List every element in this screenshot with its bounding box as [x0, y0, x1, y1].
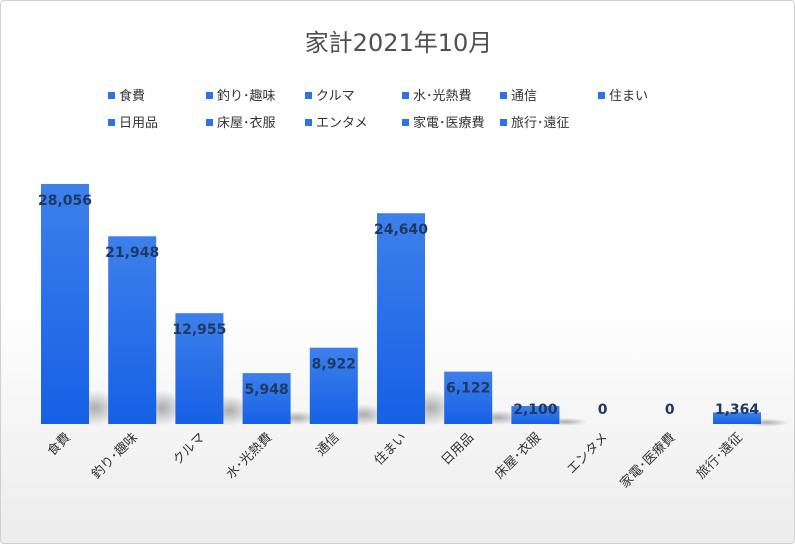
- legend-label: 床屋･衣服: [217, 116, 276, 131]
- data-label: 12,955: [172, 322, 226, 338]
- legend-label: 水･光熱費: [413, 89, 472, 104]
- data-label: 24,640: [374, 222, 428, 238]
- bar: [713, 412, 761, 424]
- legend-swatch: [500, 92, 507, 99]
- legend-item: 家電･医療費: [402, 115, 485, 133]
- legend-label: 家電･医療費: [413, 116, 485, 131]
- legend-item: 住まい: [598, 88, 648, 106]
- legend-item: 釣り･趣味: [206, 88, 276, 106]
- legend-label: 通信: [511, 89, 538, 104]
- bar: [511, 406, 560, 424]
- legend-item: 旅行･遠征: [500, 115, 570, 133]
- category-label: 水･光熱費: [223, 430, 275, 482]
- legend-swatch: [305, 119, 312, 126]
- legend-label: 食費: [119, 89, 146, 104]
- legend-swatch: [402, 92, 409, 99]
- bar: [175, 313, 224, 424]
- data-label: 5,948: [244, 382, 288, 398]
- category-label: 食費: [44, 430, 74, 460]
- category-label: エンタメ: [564, 430, 611, 477]
- data-label: 28,056: [38, 193, 92, 209]
- category-label: 通信: [314, 430, 343, 459]
- legend-item: 水･光熱費: [402, 88, 472, 106]
- legend-label: 釣り･趣味: [217, 89, 276, 104]
- legend-item: クルマ: [305, 88, 355, 106]
- legend-item: 床屋･衣服: [206, 115, 276, 133]
- bar: [41, 184, 89, 424]
- legend-label: エンタメ: [316, 116, 368, 131]
- category-label: 釣り･趣味: [88, 430, 141, 483]
- legend-item: 日用品: [108, 115, 158, 133]
- data-label: 1,364: [715, 402, 760, 418]
- data-label: 2,100: [513, 402, 558, 418]
- category-label: 住まい: [372, 430, 410, 468]
- category-label: 床屋･衣服: [492, 430, 545, 483]
- legend-swatch: [108, 119, 115, 126]
- legend-swatch: [598, 92, 605, 99]
- legend-swatch: [206, 92, 213, 99]
- data-label: 8,922: [312, 357, 356, 373]
- legend-item: 食費: [108, 88, 145, 106]
- category-label: 旅行･遠征: [694, 430, 746, 482]
- legend-swatch: [108, 92, 115, 99]
- legend-label: 旅行･遠征: [511, 116, 570, 131]
- category-label: 日用品: [439, 430, 477, 468]
- legend-item: 通信: [500, 88, 537, 106]
- bar: [309, 347, 358, 424]
- data-label: 0: [665, 402, 675, 418]
- legend-swatch: [500, 119, 507, 126]
- chart-title: 家計2021年10月: [304, 29, 493, 57]
- data-label: 21,948: [105, 245, 159, 261]
- legend-item: エンタメ: [305, 115, 368, 133]
- category-label: クルマ: [170, 430, 208, 468]
- bar: [377, 213, 425, 424]
- legend-label: 住まい: [609, 89, 649, 104]
- bar: [108, 236, 157, 424]
- legend-label: 日用品: [119, 116, 159, 131]
- data-label: 0: [598, 402, 608, 418]
- legend-label: クルマ: [316, 89, 355, 104]
- legend-swatch: [402, 119, 409, 126]
- legend-swatch: [206, 119, 213, 126]
- bar: [444, 371, 493, 424]
- category-label: 家電･医療費: [617, 430, 679, 492]
- data-label: 6,122: [446, 381, 490, 397]
- bar: [242, 373, 291, 424]
- legend-swatch: [305, 92, 312, 99]
